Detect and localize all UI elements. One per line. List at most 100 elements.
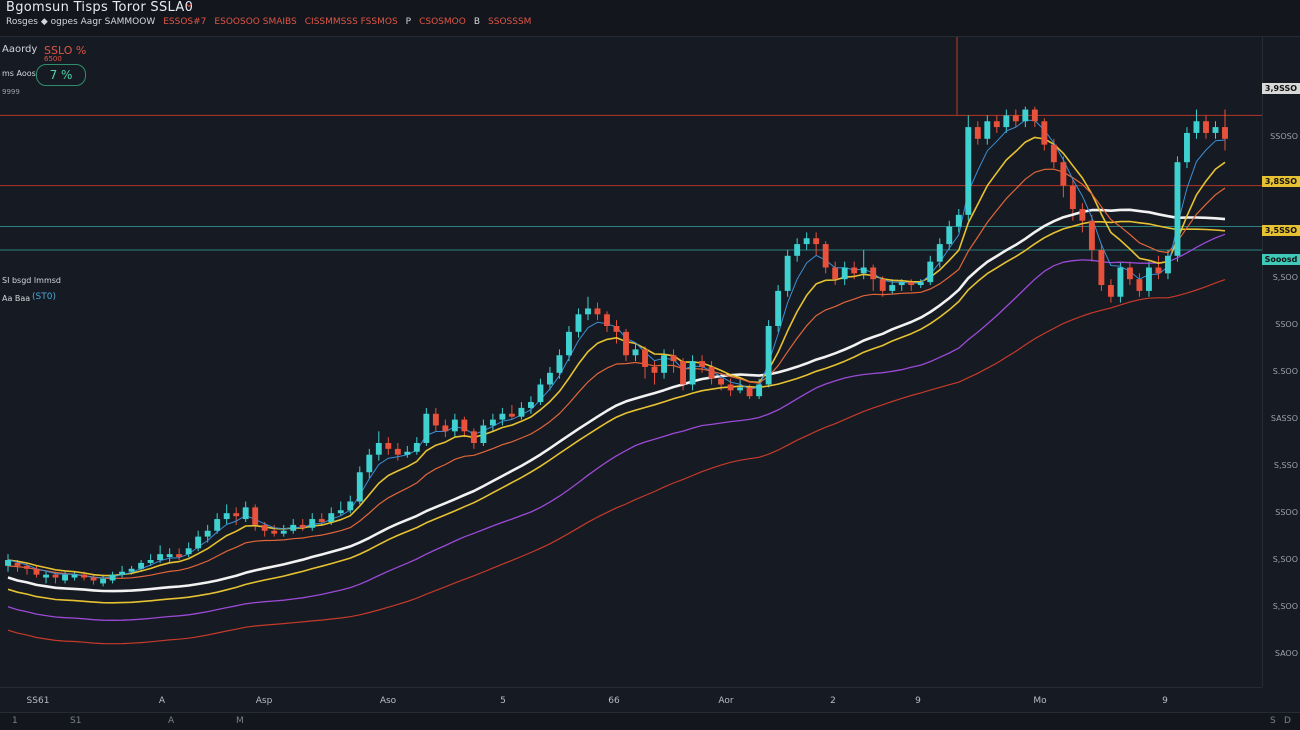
candle-body [404,451,411,455]
candle-body [451,419,458,432]
candle-body [461,419,468,432]
info-item: B [473,17,481,27]
timeframe-button[interactable]: M [236,716,244,726]
candle-body [1088,220,1095,250]
symbol-title[interactable]: Bgomsun Tisps Toror SSLA0 [6,0,194,15]
candle-body [204,530,211,537]
chart-header: Bgomsun Tisps Toror SSLA0 ⌄ Rosges ◆ ogp… [0,0,1300,37]
time-label: 9 [1162,696,1168,706]
candle-body [442,425,449,432]
ma-fast-yellow-line [7,136,1226,577]
small-label: 9999 [2,88,20,96]
candle-body [841,267,848,280]
timeframe-button[interactable]: A [168,716,175,726]
candle-body [309,519,316,528]
candle-body [280,530,287,534]
candle-body [1107,285,1114,297]
candle-body [680,361,687,385]
price-label: S,SOO [1272,555,1298,564]
candle-body [936,244,943,262]
price-label: S,SOO [1272,273,1298,282]
time-axis[interactable]: SS61 A Asp Aso 5 66 Aor 2 9 Mo 9 [0,687,1262,712]
timeframe-button[interactable]: 1 [12,716,18,726]
info-item: CSOSMOO [419,17,466,27]
candle-body [489,419,496,426]
candle-body [62,574,68,581]
candle-body [794,244,801,256]
candle-body [214,519,221,531]
candle-body [413,443,420,452]
candle-body [651,366,658,373]
candle-body [5,560,11,566]
ma-white-line [7,208,1226,593]
candle-body [508,413,515,417]
candle-body [233,513,240,517]
candle-body [176,554,183,558]
candle-body [499,413,506,420]
secondary-label: ms Aoos [2,69,36,78]
candle-body [328,513,335,522]
price-tag: 3,8SSO [1262,176,1300,187]
info-item: SSOSSSM [488,17,532,27]
candle-body [271,530,278,534]
time-label: Asp [255,696,273,706]
candle-body [337,510,344,514]
indicator-label[interactable]: SI bsgd lmmsd [2,276,61,285]
candle-body [290,524,297,531]
price-tag: 3,5SSO [1262,225,1300,236]
info-item: ESOOSOO SMAIBS [214,17,297,27]
candle-body [879,279,886,291]
candle-body [1165,255,1171,274]
candle-body [1012,115,1019,122]
price-label: SSOSO [1270,132,1298,141]
candle-body [575,314,582,332]
price-label: SSOO [1275,320,1298,329]
bottom-toolbar: 1 S1 A M S D [0,712,1300,730]
candle-body [803,238,810,245]
candle-body [423,413,430,443]
candle-body [1117,267,1124,297]
candle-body [480,425,487,443]
candle-body [718,378,725,385]
candle-body [1212,127,1219,133]
chevron-down-icon[interactable]: ⌄ [184,0,195,10]
candle-body [813,238,820,245]
time-label: Aso [379,696,397,706]
candle-body [604,314,610,326]
candle-body [394,448,401,455]
candle-body [366,454,373,473]
timeframe-button[interactable]: D [1284,716,1291,726]
candle-body [1069,185,1076,209]
ma-orange-line [7,168,1226,579]
candle-body [708,366,715,379]
ma-purple-line [7,233,1226,621]
candle-wicks [7,106,1226,587]
candle-body [784,255,791,291]
candle-body [109,574,116,581]
candle-body [1126,267,1133,280]
candle-body [832,267,839,280]
price-label: S,SOO [1272,602,1298,611]
timeframe-button[interactable]: S1 [70,716,82,726]
candle-body [898,282,905,286]
candle-body [128,568,135,572]
candle-body [1155,267,1162,274]
price-chart[interactable] [0,37,1262,687]
indicator-sub: Aa Baa [2,294,31,303]
candle-body [347,501,354,511]
candle-body [71,574,78,578]
candle-body [1022,109,1029,122]
candle-body [765,326,772,385]
candle-body [699,361,706,367]
price-axis[interactable]: SSOOSSOSOSSSOOS,ASOS,SOOSSOOS.SOOSASSOS,… [1262,37,1300,687]
time-label: SS61 [26,696,50,706]
candle-body [81,574,88,578]
candle-body [1145,267,1152,291]
timeframe-button[interactable]: S [1270,716,1276,726]
price-tag: Sooosd [1262,254,1300,265]
horizontal-lines [0,37,1262,251]
time-label: 2 [830,696,836,706]
candle-body [1222,127,1228,139]
candle-body [1193,121,1200,133]
info-item: CISSMMSSS FSSMOS [304,17,398,27]
